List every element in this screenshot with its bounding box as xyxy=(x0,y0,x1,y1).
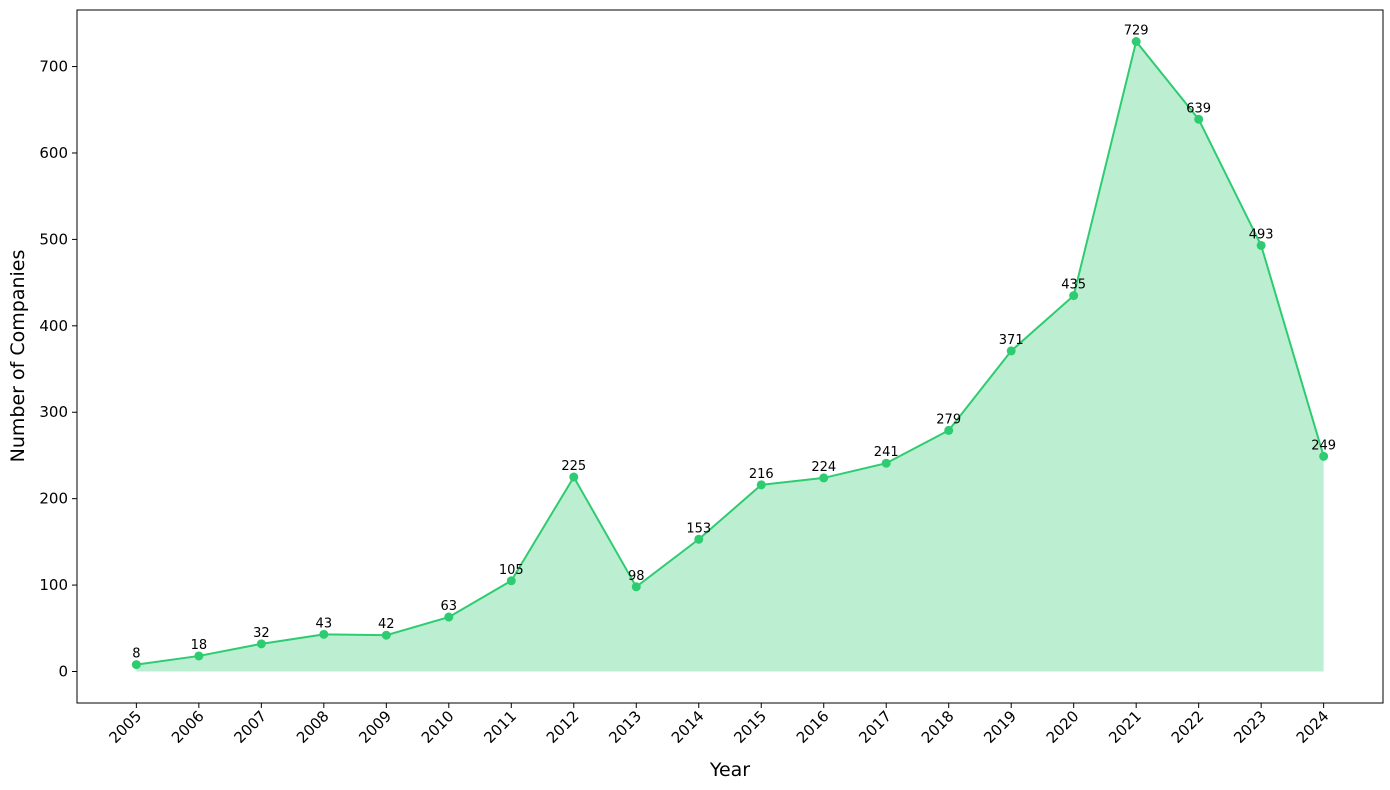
value-label: 729 xyxy=(1124,24,1149,39)
point xyxy=(444,612,454,622)
y-tick-label: 200 xyxy=(39,490,68,508)
x-tick-label: 2010 xyxy=(418,707,458,747)
value-label: 8 xyxy=(132,647,140,662)
value-label: 639 xyxy=(1186,101,1211,116)
x-tick-label: 2013 xyxy=(605,707,645,747)
point xyxy=(819,473,829,483)
x-tick-label: 2015 xyxy=(730,707,770,747)
x-tick-label: 2006 xyxy=(168,707,208,747)
value-label: 225 xyxy=(561,459,586,474)
x-tick-label: 2007 xyxy=(230,707,270,747)
y-tick-label: 100 xyxy=(39,576,68,594)
point xyxy=(631,582,641,592)
x-tick-label: 2008 xyxy=(293,707,333,747)
point xyxy=(1194,114,1204,124)
value-label: 105 xyxy=(499,563,524,578)
value-label: 42 xyxy=(378,617,395,632)
x-tick-label: 2014 xyxy=(668,707,708,747)
point xyxy=(756,480,766,490)
point xyxy=(1319,451,1329,461)
value-label: 32 xyxy=(253,626,270,641)
line xyxy=(136,39,1325,666)
x-tick-label: 2020 xyxy=(1043,707,1083,747)
x-tick-label: 2019 xyxy=(980,707,1020,747)
value-label: 279 xyxy=(936,412,961,427)
value-label: 371 xyxy=(999,333,1024,348)
y-tick-label: 0 xyxy=(58,663,68,681)
point xyxy=(194,651,204,661)
value-label: 153 xyxy=(686,521,711,536)
value-label: 435 xyxy=(1061,278,1086,293)
x-tick-label: 2018 xyxy=(918,707,958,747)
value-label: 63 xyxy=(441,599,458,614)
value-label: 493 xyxy=(1249,227,1274,242)
value-label: 216 xyxy=(749,467,774,482)
x-tick-label: 2017 xyxy=(855,707,895,747)
y-tick-label: 400 xyxy=(39,317,68,335)
x-tick-label: 2009 xyxy=(355,707,395,747)
x-tick-label: 2024 xyxy=(1293,707,1333,747)
point xyxy=(569,472,579,482)
x-tick-label: 2022 xyxy=(1168,707,1208,747)
x-tick-label: 2012 xyxy=(543,707,583,747)
point xyxy=(131,660,141,670)
point xyxy=(506,576,516,586)
y-tick-label: 700 xyxy=(39,58,68,76)
value-label: 241 xyxy=(874,445,899,460)
y-axis-label: Number of Companies xyxy=(7,250,29,463)
point xyxy=(381,630,391,640)
x-tick-label: 2005 xyxy=(105,707,145,747)
plot-frame xyxy=(76,9,1384,704)
x-tick-label: 2016 xyxy=(793,707,833,747)
area xyxy=(136,41,1324,672)
point xyxy=(944,425,954,435)
y-tick-label: 300 xyxy=(39,403,68,421)
x-tick-label: 2021 xyxy=(1105,707,1145,747)
value-label: 18 xyxy=(191,638,208,653)
value-label: 224 xyxy=(811,460,836,475)
point xyxy=(256,639,266,649)
value-label: 98 xyxy=(628,569,645,584)
point xyxy=(1069,291,1079,301)
point xyxy=(1256,240,1266,250)
y-tick-label: 500 xyxy=(39,230,68,248)
x-tick-label: 2023 xyxy=(1230,707,1270,747)
point xyxy=(881,458,891,468)
point xyxy=(1131,37,1141,46)
point xyxy=(1006,346,1016,356)
point xyxy=(319,629,329,639)
x-axis-label: Year xyxy=(709,759,750,781)
point xyxy=(694,534,704,544)
value-label: 249 xyxy=(1311,438,1336,453)
x-tick-label: 2011 xyxy=(480,707,520,747)
value-label: 43 xyxy=(316,616,333,631)
y-tick-label: 600 xyxy=(39,144,68,162)
